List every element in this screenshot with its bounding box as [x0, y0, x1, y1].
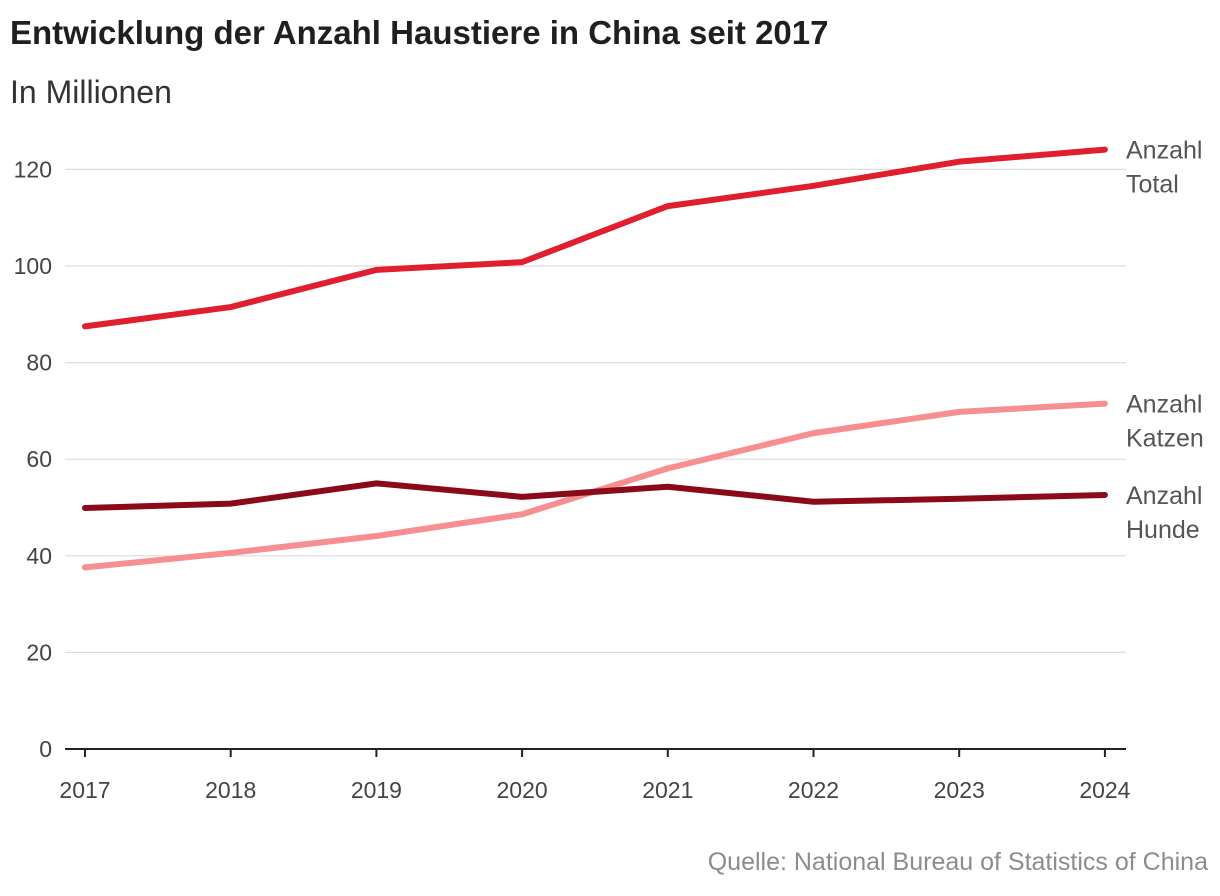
y-tick-label: 40	[26, 543, 52, 569]
series-label: Anzahl	[1126, 482, 1202, 510]
y-tick-label: 80	[26, 350, 52, 376]
series-label: Katzen	[1126, 425, 1204, 453]
series-line-2	[82, 400, 1108, 571]
series-label: Anzahl	[1126, 391, 1202, 419]
y-tick-label: 60	[26, 446, 52, 472]
series-labels: Anzahl Total Anzahl Katzen Anzahl Hunde	[1126, 137, 1204, 544]
x-tick-label: 2023	[934, 777, 985, 803]
x-tick-label: 2019	[351, 777, 402, 803]
y-tick-label: 100	[14, 253, 52, 279]
gridlines	[65, 168, 1126, 654]
x-axis: 2017 2018 2019 2020 2021 2022 2023 2024	[59, 748, 1131, 803]
x-tick-label: 2021	[642, 777, 693, 803]
x-tick-label: 2017	[59, 777, 110, 803]
chart-subtitle: In Millionen	[10, 74, 172, 110]
x-tick-label: 2024	[1079, 777, 1130, 803]
series-label: Total	[1126, 171, 1179, 199]
series-label: Hunde	[1126, 516, 1200, 544]
chart-title: Entwicklung der Anzahl Haustiere in Chin…	[10, 14, 829, 51]
series-line-3	[82, 480, 1108, 511]
x-tick-label: 2018	[205, 777, 256, 803]
series-label: Anzahl	[1126, 137, 1202, 165]
series-lines	[82, 146, 1108, 571]
y-tick-label: 120	[14, 156, 52, 182]
y-tick-label: 20	[26, 639, 52, 665]
x-tick-label: 2020	[497, 777, 548, 803]
x-tick-label: 2022	[788, 777, 839, 803]
source-note: Quelle: National Bureau of Statistics of…	[707, 848, 1208, 876]
series-line-1	[82, 146, 1108, 330]
y-tick-label: 0	[39, 736, 52, 762]
y-axis-ticks: 0 20 40 60 80 100 120	[14, 156, 52, 762]
